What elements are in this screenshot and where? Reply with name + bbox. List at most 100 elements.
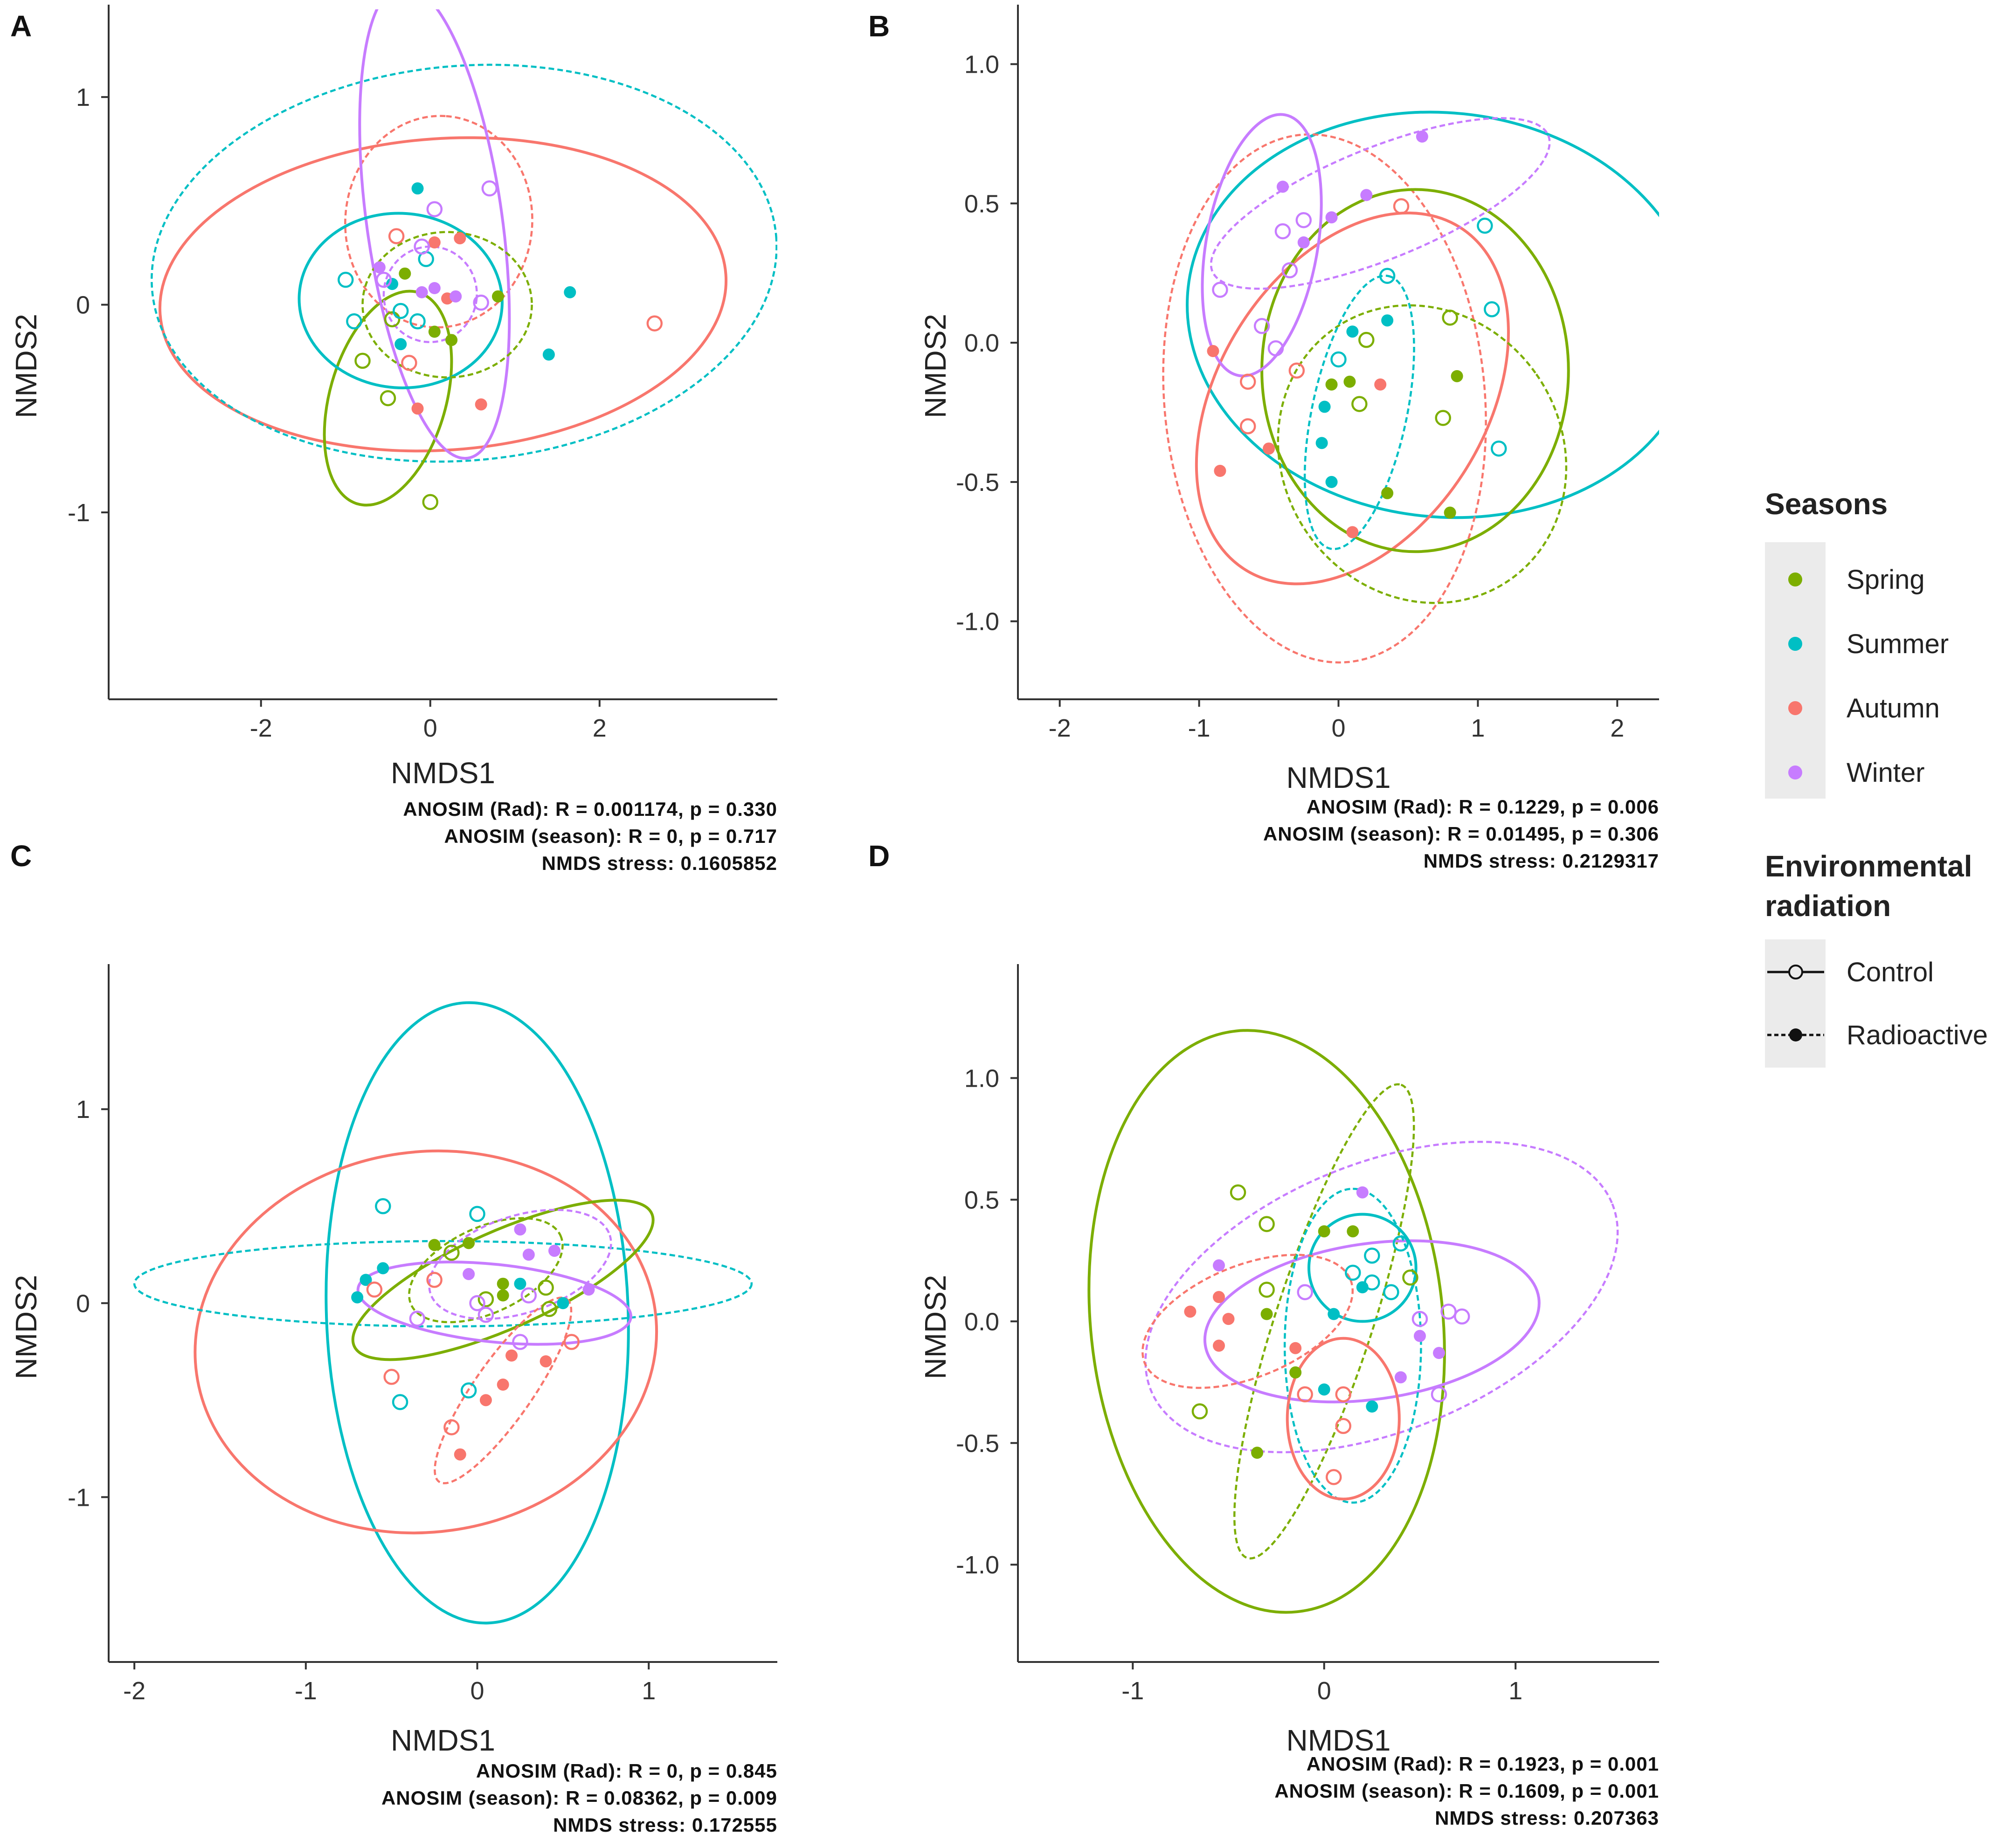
anosim-stats-line: ANOSIM (season): R = 0.01495, p = 0.306 xyxy=(1263,823,1659,845)
point-summer-radioactive xyxy=(1366,1400,1378,1413)
point-autumn-radioactive xyxy=(454,1448,466,1461)
point-spring-radioactive xyxy=(1381,487,1394,499)
y-tick-label: -1 xyxy=(68,1483,90,1511)
legend-summer-key xyxy=(1788,637,1802,651)
point-spring-control xyxy=(1351,396,1368,412)
point-summer-control xyxy=(1364,1248,1380,1264)
point-autumn-radioactive xyxy=(505,1349,518,1362)
ellipse-autumn-control xyxy=(1286,1337,1401,1501)
legend-radioactive-label: Radioactive xyxy=(1847,1020,1988,1050)
point-winter-control xyxy=(512,1334,528,1350)
ellipse-autumn-control xyxy=(194,1149,658,1535)
ellipse-summer-radioactive xyxy=(1283,1187,1422,1504)
point-autumn-radioactive xyxy=(479,1394,492,1407)
point-autumn-control xyxy=(1239,373,1256,390)
point-autumn-radioactive xyxy=(454,232,466,245)
point-spring-control xyxy=(443,1244,460,1261)
ellipse-summer-control xyxy=(325,1001,630,1625)
point-winter-control xyxy=(1253,318,1270,334)
point-winter-control xyxy=(1295,212,1312,228)
legend: Seasons Spring Summer Autumn Winter Environ… xyxy=(1765,487,1988,1068)
anosim-stats-line: ANOSIM (Rad): R = 0.001174, p = 0.330 xyxy=(403,798,777,820)
legend-spring-label: Spring xyxy=(1847,565,1925,595)
point-summer-radioactive xyxy=(377,1262,389,1275)
point-autumn-control xyxy=(383,1369,400,1385)
plot-area xyxy=(133,1001,753,1625)
x-axis-title: NMDS1 xyxy=(1286,761,1390,794)
ellipse-summer-control xyxy=(297,212,504,389)
panel-label: B xyxy=(868,9,890,43)
point-spring-control xyxy=(541,1301,558,1317)
y-tick-label: 0.5 xyxy=(964,1186,999,1214)
point-summer-control xyxy=(1484,301,1500,317)
y-tick-label: 1.0 xyxy=(964,1064,999,1092)
point-autumn-control xyxy=(388,228,405,244)
point-winter-radioactive xyxy=(1360,189,1373,201)
y-tick-label: -1 xyxy=(68,499,90,527)
point-spring-radioactive xyxy=(1343,375,1356,388)
x-tick-label: -2 xyxy=(1049,714,1071,742)
ellipse-winter-control xyxy=(1203,1239,1541,1404)
y-tick-label: -1.0 xyxy=(956,1551,999,1579)
point-winter-control xyxy=(1267,340,1284,357)
legend-autumn-label: Autumn xyxy=(1847,693,1940,724)
point-autumn-control xyxy=(401,355,417,371)
point-autumn-radioactive xyxy=(428,236,441,248)
ellipse-winter-radioactive xyxy=(1144,1141,1619,1454)
point-winter-radioactive xyxy=(1416,130,1428,143)
point-summer-radioactive xyxy=(564,286,576,298)
x-tick-label: 0 xyxy=(423,714,437,742)
legend-control-label: Control xyxy=(1847,957,1934,987)
point-autumn-control xyxy=(443,1419,460,1435)
point-winter-radioactive xyxy=(1297,236,1310,248)
seasons-legend-title: Seasons xyxy=(1765,487,1888,521)
ellipse-spring-control xyxy=(351,1199,655,1361)
point-winter-radioactive xyxy=(522,1248,535,1261)
point-spring-control xyxy=(477,1291,494,1308)
anosim-stats-line: NMDS stress: 0.172555 xyxy=(553,1814,777,1836)
legend-winter-label: Winter xyxy=(1847,758,1925,788)
x-tick-label: 0 xyxy=(1331,714,1345,742)
point-summer-control xyxy=(1392,1235,1409,1252)
point-summer-radioactive xyxy=(1356,1281,1369,1294)
y-tick-label: 1 xyxy=(76,83,90,111)
y-tick-label: -0.5 xyxy=(956,469,999,496)
anosim-stats-line: ANOSIM (Rad): R = 0, p = 0.845 xyxy=(476,1760,777,1782)
panel-b: B -2 -1 0 1 2 1.0 0.5 0.0 -0.5 -1.0 NMDS1 NMDS2 ANOSI… xyxy=(868,5,1659,872)
x-tick-label: -2 xyxy=(250,714,272,742)
ellipse-spring-radioactive xyxy=(361,231,533,379)
radiation-legend-key-background xyxy=(1765,939,1826,1068)
point-spring-radioactive xyxy=(399,267,411,280)
point-spring-control xyxy=(1230,1184,1246,1200)
point-summer-control xyxy=(1477,217,1493,234)
point-winter-control xyxy=(1431,1386,1447,1403)
point-spring-control xyxy=(1259,1282,1275,1298)
point-autumn-radioactive xyxy=(1346,526,1359,538)
y-axis-title: NMDS2 xyxy=(919,1275,952,1379)
point-summer-control xyxy=(1345,1264,1361,1281)
anosim-stats-line: NMDS stress: 0.2129317 xyxy=(1424,850,1659,872)
point-summer-control xyxy=(460,1382,477,1399)
x-tick-label: -1 xyxy=(1121,1677,1144,1705)
point-winter-control xyxy=(1411,1310,1428,1327)
point-autumn-control xyxy=(1393,198,1410,214)
point-summer-radioactive xyxy=(1318,1383,1330,1396)
panel-d: D -1 0 1 1.0 0.5 0.0 -0.5 -1.0 NMDS1 NMDS2 ANOSIM (… xyxy=(868,839,1659,1829)
x-axis-title: NMDS1 xyxy=(391,1724,495,1757)
point-autumn-control xyxy=(366,1281,383,1298)
point-summer-control xyxy=(338,271,354,288)
point-summer-radioactive xyxy=(411,182,424,195)
point-spring-radioactive xyxy=(445,334,458,346)
point-winter-radioactive xyxy=(1394,1371,1407,1384)
ellipse-spring-radioactive xyxy=(408,1217,564,1324)
point-winter-control xyxy=(414,238,430,255)
point-winter-control xyxy=(1212,282,1228,298)
point-spring-control xyxy=(384,311,401,328)
panel-c: C -2 -1 0 1 1 0 -1 NMDS1 NMDS2 ANOSIM (Rad): R = 0… xyxy=(9,839,777,1836)
point-winter-control xyxy=(375,271,392,288)
plot-area xyxy=(1087,1029,1619,1614)
point-winter-radioactive xyxy=(548,1244,560,1257)
panel-label: C xyxy=(10,839,32,873)
ellipse-winter-control xyxy=(356,1261,632,1346)
anosim-stats-line: ANOSIM (season): R = 0.08362, p = 0.009 xyxy=(381,1787,777,1809)
